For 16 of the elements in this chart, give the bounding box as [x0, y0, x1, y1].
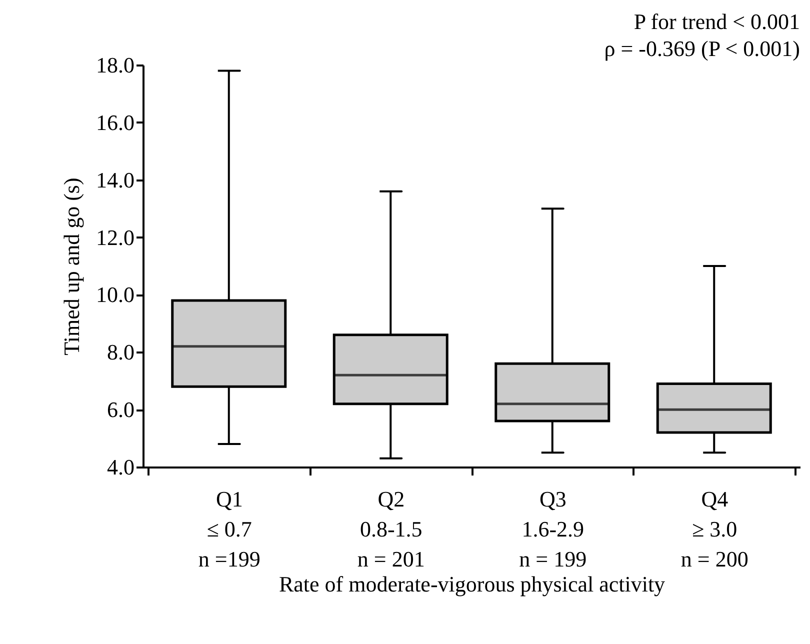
text: P for trend < 0.001 [634, 9, 800, 34]
y-tick-label: 14.0 [96, 167, 134, 192]
text: ρ = -0.369 (P < 0.001) [604, 36, 800, 61]
y-tick-label: 4.0 [107, 454, 134, 480]
x-tick-label: Q3 1.6-2.9 n = 199 [519, 486, 587, 572]
y-tick-label: 10.0 [96, 282, 134, 308]
x-tick-label: Q1 ≤ 0.7 n =199 [198, 486, 260, 572]
y-axis-title: Timed up and go (s) [59, 178, 84, 356]
y-tick-label: 8.0 [107, 340, 134, 365]
x-tick-label: Q2 0.8-1.5 n = 201 [357, 486, 425, 572]
y-tick-label: 16.0 [96, 110, 134, 135]
x-tick-label: Q4 ≥ 3.0 n = 200 [680, 486, 748, 572]
y-tick-label: 18.0 [96, 52, 134, 78]
x-axis-title: Rate of moderate-vigorous physical activity [278, 572, 666, 596]
y-tick-label: 6.0 [107, 397, 134, 422]
y-tick-label: 12.0 [96, 224, 134, 250]
